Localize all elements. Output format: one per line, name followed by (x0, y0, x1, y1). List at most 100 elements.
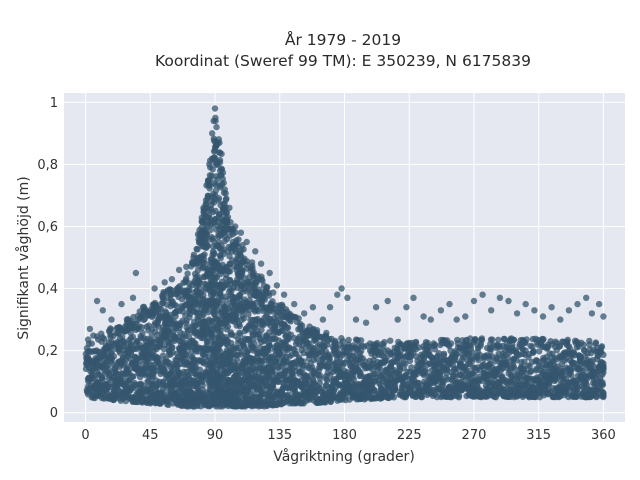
scatter-point (495, 336, 502, 343)
scatter-point (210, 291, 217, 298)
scatter-point (252, 248, 259, 255)
scatter-point (138, 324, 146, 331)
scatter-point (403, 304, 410, 311)
scatter-point (270, 289, 277, 296)
scatter-point (232, 223, 239, 230)
scatter-point (243, 238, 250, 246)
chart-title-line-1: År 1979 - 2019 (285, 30, 401, 49)
scatter-point (488, 307, 495, 314)
scatter-point (196, 284, 203, 292)
scatter-point (496, 294, 504, 301)
scatter-point (446, 300, 453, 308)
scatter-point (352, 316, 360, 323)
scatter-point (184, 326, 192, 334)
scatter-point (212, 187, 220, 194)
y-tick-label: 0,2 (37, 344, 58, 359)
scatter-point (222, 196, 230, 203)
scatter-point (548, 304, 555, 311)
scatter-point (209, 166, 216, 173)
scatter-point (316, 380, 323, 387)
scatter-point (86, 325, 94, 333)
x-tick-label: 270 (462, 428, 487, 443)
scatter-point (204, 338, 211, 345)
scatter-point (201, 251, 208, 258)
scatter-point (226, 268, 234, 275)
scatter-point (599, 379, 606, 386)
y-tick-label: 0,4 (37, 282, 58, 297)
scatter-point (565, 307, 573, 314)
scatter-point (224, 213, 232, 221)
scatter-point (235, 236, 242, 243)
scatter-point (357, 337, 365, 344)
scatter-point (600, 351, 607, 358)
scatter-point (531, 307, 538, 314)
scatter-point (156, 342, 164, 349)
x-tick-label: 90 (207, 428, 224, 443)
scatter-point (216, 139, 223, 146)
scatter-point (211, 105, 219, 112)
scatter-point (200, 311, 207, 319)
scatter-points (82, 105, 607, 410)
scatter-point (489, 336, 496, 343)
scatter-point (344, 294, 351, 301)
scatter-point (557, 316, 564, 323)
scatter-point (139, 329, 146, 337)
scatter-point (98, 375, 106, 382)
scatter-point (392, 386, 399, 393)
scatter-point (301, 310, 308, 317)
scatter-point (129, 333, 137, 341)
scatter-point (257, 260, 265, 267)
scatter-point (108, 316, 115, 323)
scatter-point (338, 285, 345, 292)
scatter-point (437, 307, 445, 314)
scatter-point (319, 316, 327, 323)
scatter-point (410, 294, 417, 301)
scatter-point (209, 130, 216, 137)
scatter-point (222, 190, 229, 197)
scatter-point (204, 242, 211, 250)
scatter-point (574, 300, 581, 308)
scatter-point (472, 335, 479, 343)
scatter-point (200, 256, 208, 263)
scatter-point (200, 204, 207, 211)
scatter-point (427, 316, 434, 323)
scatter-point (98, 330, 105, 337)
scatter-point (215, 346, 222, 353)
scatter-point (478, 336, 486, 344)
scatter-point (284, 324, 292, 331)
chart-title-line-2: Koordinat (Sweref 99 TM): E 350239, N 61… (155, 52, 531, 70)
scatter-point (100, 335, 108, 343)
scatter-point (193, 245, 200, 253)
scatter-point (232, 229, 239, 236)
scatter-point (215, 195, 223, 202)
scatter-point (522, 300, 529, 308)
x-tick-label: 135 (267, 428, 292, 443)
scatter-point (175, 266, 183, 274)
scatter-point (210, 235, 217, 242)
scatter-point (564, 336, 571, 343)
x-axis-label: Vågriktning (grader) (273, 448, 415, 465)
scatter-point (598, 343, 606, 350)
scatter-point (227, 329, 234, 336)
scatter-point (586, 341, 593, 348)
scatter-point (530, 347, 537, 355)
scatter-point (218, 150, 225, 158)
scatter-point (120, 341, 128, 348)
scatter-point (295, 315, 302, 322)
scatter-point (172, 302, 180, 309)
scatter-point (130, 373, 137, 380)
scatter-point (220, 179, 227, 187)
scatter-point (381, 339, 388, 346)
scatter-point (93, 297, 101, 305)
y-axis-label: Signifikant våghöjd (m) (15, 176, 32, 339)
scatter-point (216, 159, 224, 166)
scatter-point (394, 316, 401, 323)
scatter-point (236, 322, 243, 330)
scatter-point (151, 285, 158, 292)
scatter-point (505, 297, 512, 305)
scatter-point (115, 345, 122, 353)
scatter-point (588, 310, 596, 317)
scatter-point (161, 279, 168, 286)
scatter-point (219, 169, 227, 176)
